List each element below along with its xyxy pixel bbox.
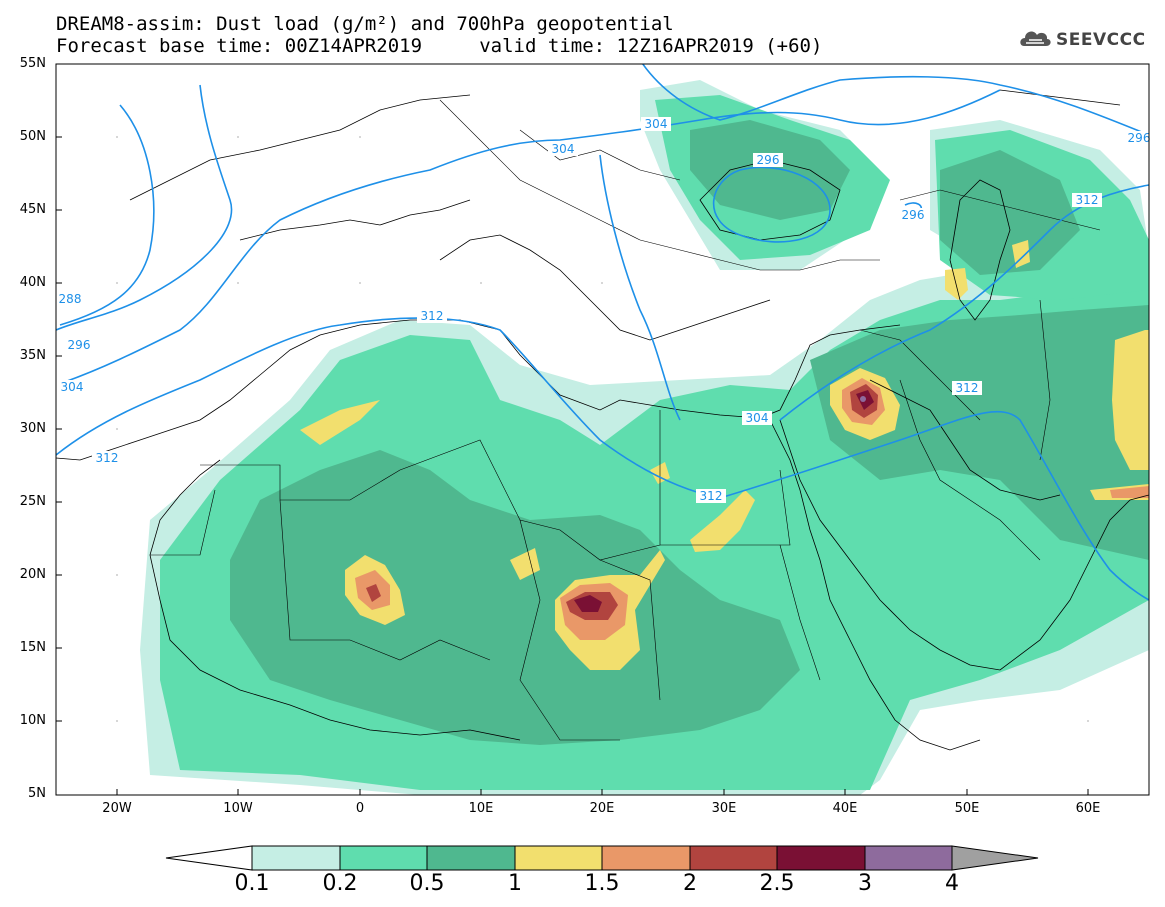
colorbar-label: 1: [508, 871, 522, 896]
colorbar-label: 3: [858, 871, 872, 896]
lon-label: 40E: [832, 801, 858, 816]
contour-label: 312: [700, 489, 723, 503]
colorbar-segment: [776, 845, 866, 871]
contour-label: 296: [68, 338, 91, 352]
lat-label: 35N: [19, 348, 46, 363]
colorbar-label: 0.1: [234, 871, 270, 896]
lat-label: 25N: [19, 494, 46, 509]
lon-label: 0: [355, 801, 365, 816]
grid-dots: [116, 136, 1089, 722]
lon-label: 20E: [589, 801, 615, 816]
colorbar: [165, 845, 1039, 871]
logo-text: SEEVCCC: [1056, 30, 1146, 50]
lon-label: 30E: [711, 801, 737, 816]
lat-label: 45N: [19, 202, 46, 217]
map-subtitle: Forecast base time: 00Z14APR2019 valid t…: [56, 35, 823, 57]
colorbar-segment: [601, 845, 691, 871]
contour-label: 304: [645, 117, 668, 131]
lat-label: 50N: [19, 129, 46, 144]
colorbar-label: 0.5: [409, 871, 445, 896]
country-borders: [150, 99, 1101, 741]
contour-label: 296: [902, 208, 925, 222]
cloud-logo-icon: [1020, 31, 1051, 46]
colorbar-label: 0.2: [322, 871, 358, 896]
contour-label: 296: [757, 153, 780, 167]
contour-label: 312: [421, 309, 444, 323]
colorbar-label: 2.5: [759, 871, 795, 896]
contour-label: 312: [956, 381, 979, 395]
lat-label: 15N: [19, 640, 46, 655]
colorbar-segment: [689, 845, 778, 871]
colorbar-segment: [339, 845, 428, 871]
map-title: DREAM8-assim: Dust load (g/m²) and 700hP…: [56, 13, 674, 35]
lon-label: 10W: [223, 801, 253, 816]
lon-label: 20W: [102, 801, 132, 816]
contour-label: 312: [96, 451, 119, 465]
lat-label: 10N: [19, 713, 46, 728]
contour-labels: 304 296 296 304 288 296 304 312 312 312 …: [56, 117, 1150, 503]
colorbar-label: 1.5: [584, 871, 620, 896]
contour-label: 304: [61, 380, 84, 394]
colorbar-segment: [251, 845, 341, 871]
colorbar-label: 4: [945, 871, 959, 896]
colorbar-segment: [864, 845, 953, 871]
lon-label: 60E: [1075, 801, 1101, 816]
lat-label: 5N: [28, 786, 46, 801]
contour-label: 288: [59, 292, 82, 306]
lat-label: 40N: [19, 275, 46, 290]
colorbar-segment: [426, 845, 516, 871]
lat-label: 55N: [19, 56, 46, 71]
lon-label: 10E: [468, 801, 494, 816]
coastlines: [56, 89, 1149, 751]
lat-label: 30N: [19, 421, 46, 436]
axis-ticks: [56, 63, 1089, 795]
contour-label: 296: [1128, 131, 1151, 145]
lon-label: 50E: [954, 801, 980, 816]
colorbar-under-arrow: [165, 845, 253, 871]
colorbar-label: 2: [683, 871, 697, 896]
lat-label: 20N: [19, 567, 46, 582]
contour-label: 304: [746, 411, 769, 425]
colorbar-over-arrow: [951, 845, 1039, 871]
contour-label: 304: [552, 142, 575, 156]
seevccc-logo: SEEVCCC: [1018, 24, 1158, 56]
contour-label: 312: [1076, 193, 1099, 207]
colorbar-segment: [514, 845, 603, 871]
